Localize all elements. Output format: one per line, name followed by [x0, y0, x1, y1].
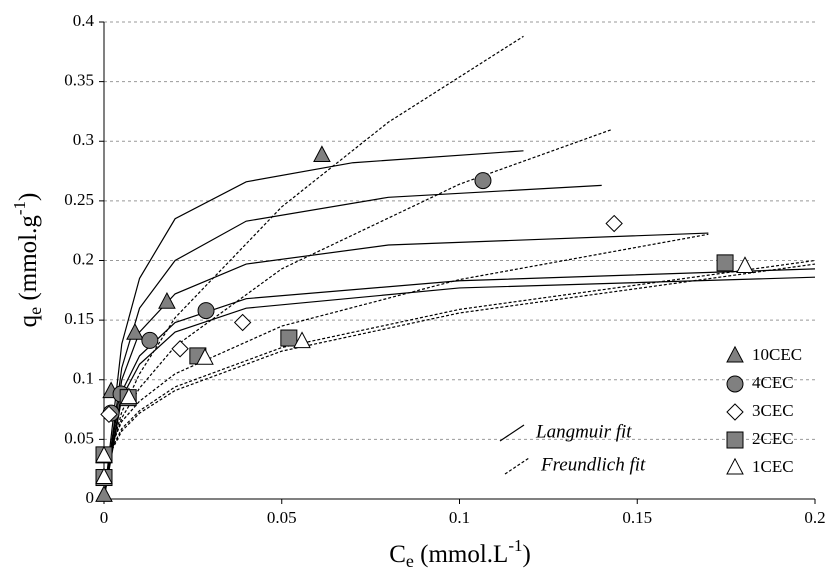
fit-curve — [103, 268, 816, 500]
marker-triangle — [736, 256, 754, 273]
x-label-main: C — [389, 541, 406, 568]
fit-curve — [106, 35, 524, 464]
y-tick-label: 0.35 — [64, 71, 94, 90]
fit-curve — [107, 259, 816, 458]
x-tick-label: 0 — [100, 508, 109, 527]
fit-curve — [106, 128, 613, 460]
legend-label: Langmuir fit — [535, 421, 632, 442]
fit-curve — [103, 232, 709, 500]
y-label-sub: e — [25, 307, 45, 315]
y-tick-label: 0.3 — [73, 130, 94, 149]
y-label-unit: (mmol.g — [15, 215, 42, 307]
fit-curve — [107, 233, 709, 456]
marker-circle — [141, 331, 159, 349]
marker-square — [280, 329, 298, 347]
x-tick-label: 0.05 — [267, 508, 297, 527]
x-axis-label: Ce (mmol.L-1) — [389, 536, 531, 571]
fit-curve — [103, 184, 602, 500]
legend-label: 3CEC — [752, 401, 794, 420]
marker-triangle — [95, 485, 113, 502]
marker-circle — [197, 302, 215, 320]
marker-triangle — [95, 445, 113, 463]
legend-label: 1CEC — [752, 457, 794, 476]
y-tick-label: 0.1 — [73, 369, 94, 388]
x-label-end: ) — [522, 541, 530, 568]
marker-triangle — [120, 387, 138, 405]
y-tick-label: 0.2 — [73, 249, 94, 268]
marker-circle — [726, 375, 744, 393]
marker-diamond — [100, 405, 118, 424]
x-tick-label: 0.1 — [449, 508, 470, 527]
legend-label: 4CEC — [752, 373, 794, 392]
x-label-sup: -1 — [508, 536, 522, 555]
marker-diamond — [726, 403, 744, 421]
marker-triangle — [126, 322, 144, 340]
legend-line — [504, 457, 530, 475]
y-tick-label: 0.05 — [64, 428, 94, 447]
y-tick-label: 0.25 — [64, 190, 94, 209]
legend-line — [499, 424, 525, 442]
marker-triangle — [158, 291, 176, 309]
legend-label: 2CEC — [752, 429, 794, 448]
marker-triangle — [293, 331, 311, 349]
x-tick-label: 0.15 — [622, 508, 652, 527]
legend-label: 10CEC — [752, 345, 802, 364]
x-label-sub: e — [406, 551, 414, 571]
fit-curve — [103, 150, 524, 500]
fit-curve — [107, 263, 816, 459]
y-label-sup: -1 — [10, 201, 29, 215]
marker-square — [716, 254, 734, 272]
marker-square — [726, 431, 744, 449]
x-label-unit: (mmol.L — [414, 541, 508, 568]
marker-triangle — [95, 467, 113, 485]
x-tick-label: 0.2 — [804, 508, 825, 527]
y-label-main: q — [15, 314, 42, 327]
marker-diamond — [605, 214, 623, 233]
legend-label: Freundlich fit — [540, 454, 646, 475]
marker-diamond — [171, 340, 189, 358]
y-axis-label: qe (mmol.g-1) — [10, 193, 45, 328]
marker-circle — [474, 172, 492, 190]
y-tick-label: 0.4 — [73, 11, 95, 30]
marker-triangle — [313, 145, 331, 163]
y-label-end: ) — [15, 193, 42, 201]
y-tick-label: 0 — [86, 488, 95, 507]
y-tick-label: 0.15 — [64, 309, 94, 328]
marker-triangle — [196, 348, 214, 365]
marker-diamond — [233, 313, 252, 332]
marker-triangle — [726, 345, 744, 363]
marker-triangle — [726, 457, 744, 475]
